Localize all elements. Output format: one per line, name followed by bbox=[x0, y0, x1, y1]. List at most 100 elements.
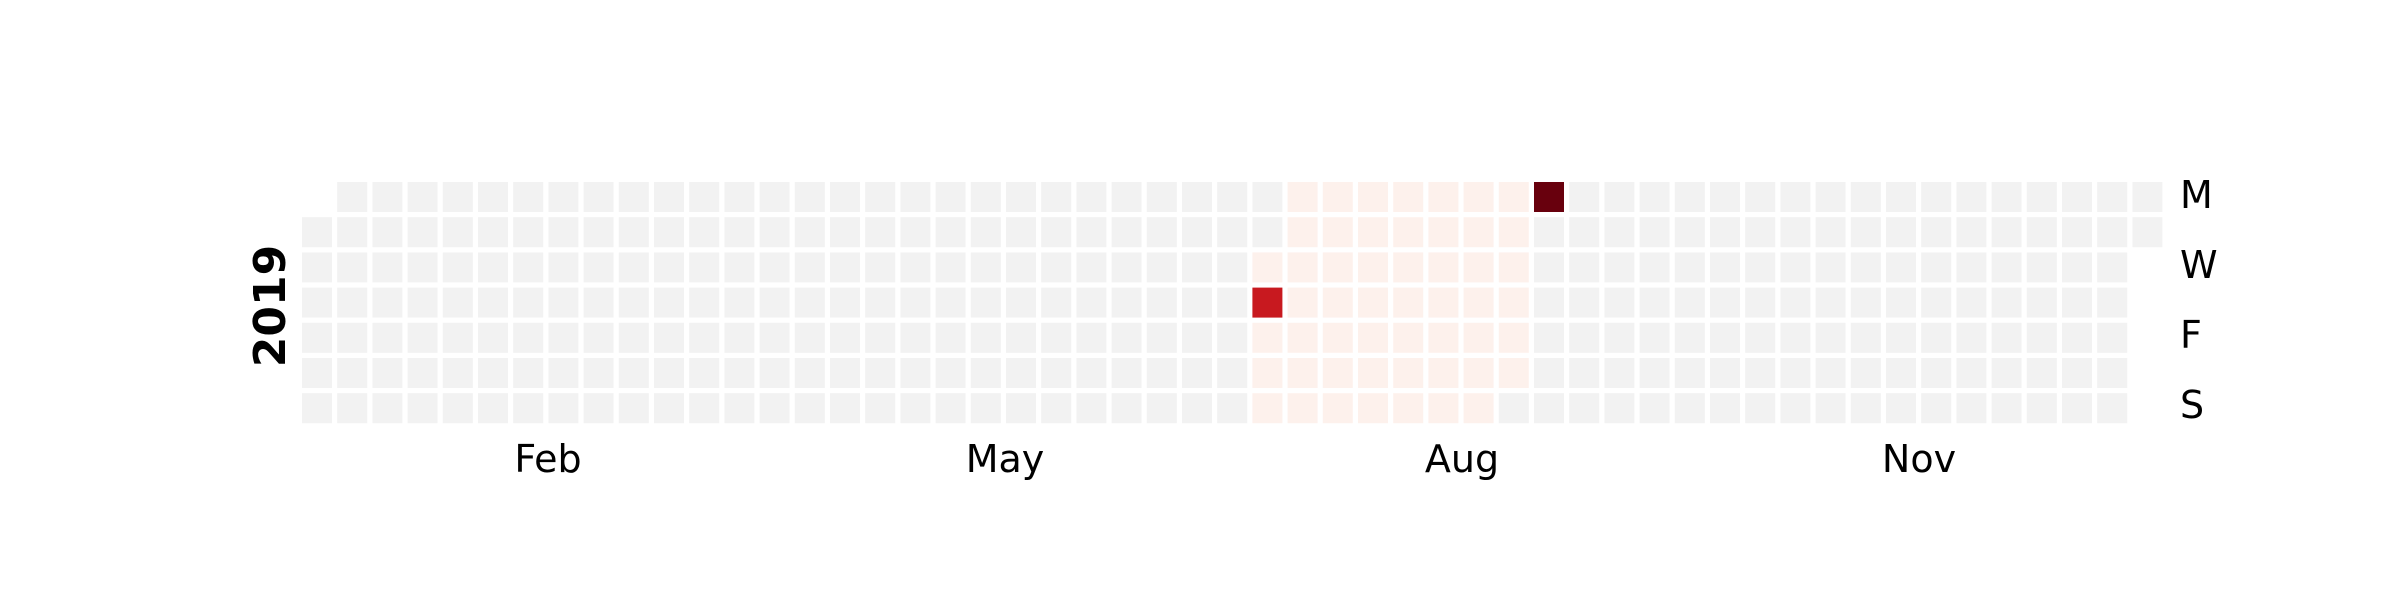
day-cell bbox=[830, 358, 860, 388]
day-cell bbox=[2026, 182, 2057, 212]
day-cell bbox=[2097, 358, 2128, 388]
day-cell bbox=[1710, 358, 1740, 388]
day-cell bbox=[2026, 393, 2057, 424]
day-cell bbox=[302, 252, 332, 283]
day-cell bbox=[407, 322, 438, 353]
day-cell bbox=[1604, 217, 1635, 248]
day-cell bbox=[1639, 393, 1670, 424]
day-cell bbox=[1604, 358, 1635, 388]
day-cell bbox=[689, 217, 720, 248]
day-cell bbox=[1182, 393, 1212, 424]
month-tick-label: Feb bbox=[514, 437, 581, 481]
day-cell bbox=[1534, 287, 1564, 318]
day-cell bbox=[1674, 287, 1705, 318]
day-cell bbox=[1217, 182, 1248, 212]
day-cell bbox=[442, 322, 473, 353]
day-cell bbox=[1252, 182, 1283, 212]
day-cell bbox=[1463, 252, 1494, 283]
weekday-tick-label: W bbox=[2180, 243, 2218, 287]
day-cell bbox=[1358, 182, 1388, 212]
day-cell bbox=[407, 287, 438, 318]
day-cell bbox=[1569, 252, 1600, 283]
day-cell bbox=[1956, 252, 1987, 283]
day-cell bbox=[1041, 393, 1072, 424]
day-cell bbox=[1498, 358, 1529, 388]
day-cell bbox=[970, 217, 1001, 248]
day-cell bbox=[1780, 252, 1811, 283]
day-cell bbox=[583, 182, 614, 212]
day-cell bbox=[794, 182, 825, 212]
day-cell bbox=[1710, 322, 1740, 353]
day-cell bbox=[759, 393, 790, 424]
day-cell bbox=[583, 217, 614, 248]
day-cell bbox=[1850, 393, 1881, 424]
day-cell bbox=[2132, 217, 2163, 248]
day-cell bbox=[1534, 322, 1564, 353]
day-cell bbox=[1639, 358, 1670, 388]
day-cell bbox=[794, 287, 825, 318]
day-cell bbox=[2062, 217, 2092, 248]
day-cell bbox=[1991, 252, 2022, 283]
day-cell bbox=[794, 217, 825, 248]
day-cell bbox=[548, 287, 579, 318]
day-cell bbox=[407, 393, 438, 424]
day-cell bbox=[1182, 322, 1212, 353]
day-cell bbox=[583, 393, 614, 424]
day-cell bbox=[302, 217, 332, 248]
day-cell bbox=[759, 358, 790, 388]
day-cell bbox=[372, 393, 403, 424]
day-cell bbox=[1393, 252, 1424, 283]
day-cell bbox=[1006, 252, 1036, 283]
day-cell bbox=[1006, 182, 1036, 212]
day-cell bbox=[1428, 217, 1459, 248]
day-cell bbox=[1252, 393, 1283, 424]
day-cell bbox=[689, 287, 720, 318]
day-cell bbox=[654, 358, 684, 388]
day-cell bbox=[1287, 322, 1318, 353]
day-cell bbox=[513, 358, 544, 388]
day-cell bbox=[1674, 217, 1705, 248]
day-cell bbox=[1498, 217, 1529, 248]
day-cell bbox=[689, 322, 720, 353]
day-cell bbox=[1780, 287, 1811, 318]
day-cell bbox=[689, 393, 720, 424]
day-cell bbox=[583, 358, 614, 388]
day-cell bbox=[442, 217, 473, 248]
day-cell bbox=[1358, 287, 1388, 318]
day-cell bbox=[1604, 287, 1635, 318]
day-cell bbox=[1463, 217, 1494, 248]
day-cell bbox=[865, 217, 896, 248]
day-cell bbox=[1146, 182, 1177, 212]
day-cell bbox=[1604, 393, 1635, 424]
day-cell bbox=[935, 287, 966, 318]
day-cell bbox=[1710, 287, 1740, 318]
day-cell bbox=[1393, 393, 1424, 424]
day-cell bbox=[478, 287, 508, 318]
day-cell bbox=[1921, 322, 1952, 353]
day-cell bbox=[1076, 252, 1107, 283]
day-cell bbox=[1287, 217, 1318, 248]
month-axis: Feb May Aug Nov bbox=[514, 437, 1956, 481]
day-cell bbox=[1287, 393, 1318, 424]
day-cell bbox=[2097, 393, 2128, 424]
day-cell bbox=[1146, 393, 1177, 424]
day-cell bbox=[1076, 217, 1107, 248]
day-cell bbox=[1428, 182, 1459, 212]
day-cell bbox=[1710, 393, 1740, 424]
day-cell bbox=[970, 252, 1001, 283]
day-cell bbox=[2062, 182, 2092, 212]
day-cell bbox=[1428, 287, 1459, 318]
day-cell bbox=[2026, 358, 2057, 388]
day-cell bbox=[1217, 217, 1248, 248]
day-cell bbox=[970, 322, 1001, 353]
weekday-axis: M W F S bbox=[2180, 173, 2218, 427]
day-cell bbox=[935, 217, 966, 248]
day-cell bbox=[2062, 358, 2092, 388]
day-cell bbox=[1886, 252, 1916, 283]
day-cell bbox=[1006, 287, 1036, 318]
day-cell bbox=[1393, 322, 1424, 353]
day-cell bbox=[1006, 217, 1036, 248]
day-cell bbox=[724, 322, 755, 353]
day-cell bbox=[759, 182, 790, 212]
day-cell bbox=[935, 393, 966, 424]
